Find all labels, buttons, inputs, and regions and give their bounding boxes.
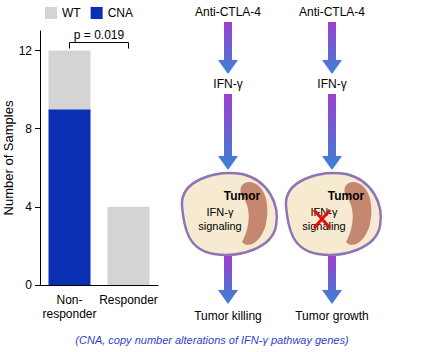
svg-text:Anti-CTLA-4: Anti-CTLA-4 [195, 5, 261, 19]
svg-text:Tumor: Tumor [328, 189, 365, 203]
svg-text:Tumor: Tumor [224, 189, 261, 203]
svg-text:IFN-γ: IFN-γ [207, 206, 234, 218]
svg-text:responder: responder [42, 307, 96, 321]
svg-text:IFN-γ: IFN-γ [213, 77, 242, 91]
svg-text:Anti-CTLA-4: Anti-CTLA-4 [299, 5, 365, 19]
svg-text:Tumor killing: Tumor killing [194, 309, 262, 323]
svg-text:IFN-γ: IFN-γ [311, 206, 338, 218]
svg-text:signaling: signaling [198, 220, 241, 232]
svg-text:Responder: Responder [99, 293, 158, 307]
svg-text:Non-: Non- [56, 293, 82, 307]
svg-text:WT: WT [62, 6, 81, 20]
svg-text:Tumor growth: Tumor growth [295, 309, 369, 323]
svg-text:0: 0 [25, 278, 32, 292]
svg-text:signaling: signaling [302, 220, 345, 232]
svg-text:(CNA, copy number alterations: (CNA, copy number alterations of IFN-γ p… [75, 334, 349, 346]
svg-text:Number of Samples: Number of Samples [1, 100, 16, 215]
svg-text:IFN-γ: IFN-γ [317, 77, 346, 91]
svg-text:8: 8 [25, 122, 32, 136]
svg-text:p = 0.019: p = 0.019 [74, 28, 125, 42]
svg-text:CNA: CNA [108, 6, 133, 20]
svg-text:12: 12 [19, 44, 33, 58]
svg-text:4: 4 [25, 200, 32, 214]
